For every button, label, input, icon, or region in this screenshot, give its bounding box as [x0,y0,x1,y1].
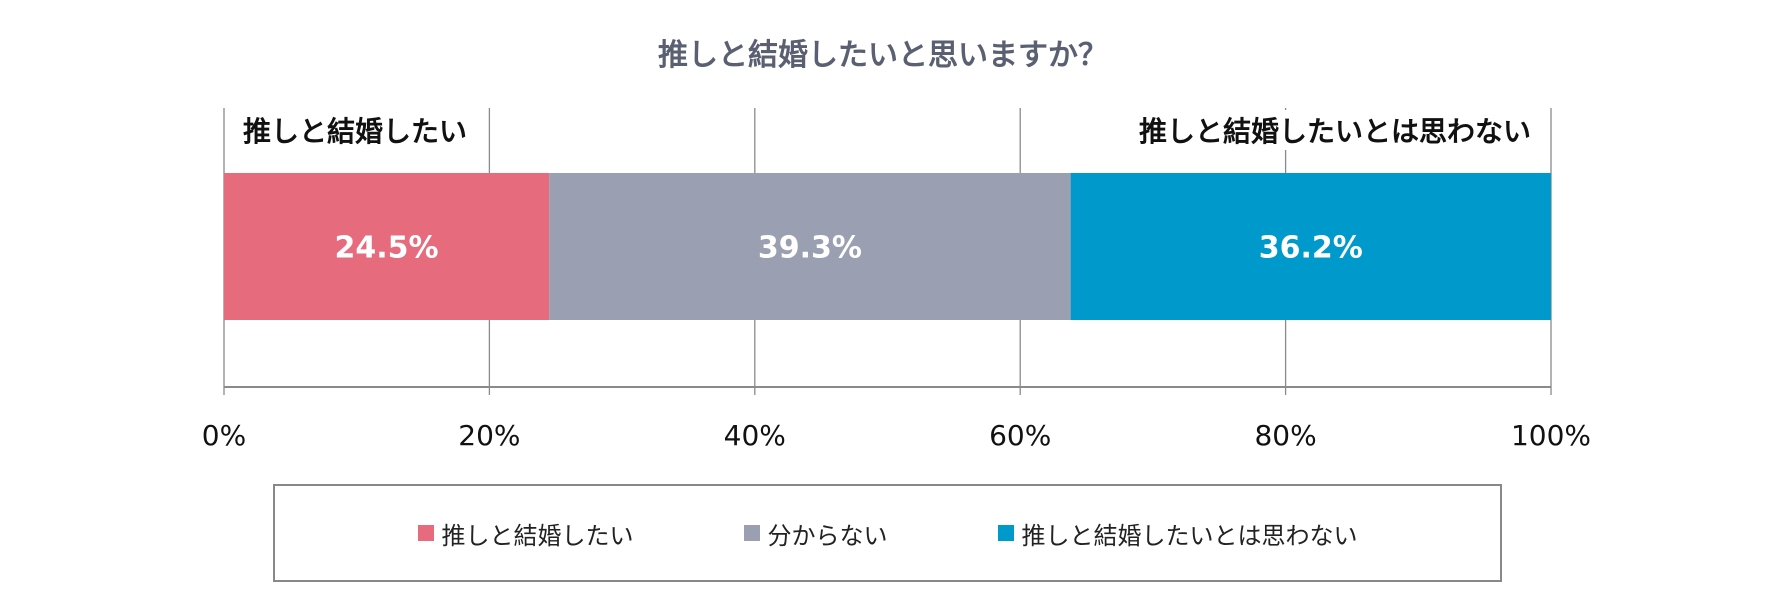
legend-swatch [743,525,760,541]
bar-segment [1070,173,1551,320]
x-tick-label: 20% [458,419,520,452]
legend-swatch [417,525,434,541]
x-tick-label: 40% [724,419,786,452]
legend-label: 推しと結婚したいとは思わない [1021,521,1358,550]
x-tick-label: 0% [202,419,246,452]
annotation-right: 推しと結婚したいとは思わない [1138,110,1531,150]
data-label: 36.2% [1259,231,1363,266]
bar-segment [549,173,1071,320]
legend-item: 分からない [743,516,888,551]
legend-label: 推しと結婚したい [441,521,634,550]
legend-item: 推しと結婚したい [417,516,634,551]
data-label: 24.5% [335,231,439,266]
chart-title: 推しと結婚したいと思いますか？ [658,38,1108,73]
legend-label: 分からない [767,521,888,550]
x-tick-label: 60% [989,419,1051,452]
legend-item: 推しと結婚したいとは思わない [997,516,1358,551]
annotation-left: 推しと結婚したい [243,110,468,150]
legend: 推しと結婚したい 分からない 推しと結婚したいとは思わない [273,484,1502,582]
x-tick-label: 80% [1254,419,1316,452]
bar-segment [224,173,550,320]
x-tick-label: 100% [1511,419,1591,452]
chart-plot: 0% 20% 40% 60% 80% 100% 24.5% 39.3% 36.2% [202,108,1591,452]
data-label: 39.3% [758,231,862,266]
legend-swatch [997,525,1014,541]
